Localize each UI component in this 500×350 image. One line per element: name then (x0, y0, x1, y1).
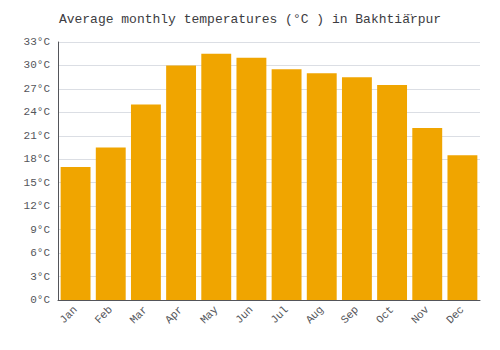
svg-text:Jul: Jul (268, 304, 290, 326)
svg-text:Average monthly temperatures (: Average monthly temperatures (°C ) in Ba… (59, 12, 441, 27)
svg-text:9°C: 9°C (30, 224, 50, 236)
svg-text:Sep: Sep (339, 304, 361, 326)
svg-text:Feb: Feb (93, 304, 115, 326)
svg-text:30°C: 30°C (24, 59, 51, 71)
svg-text:12°C: 12°C (24, 200, 51, 212)
svg-text:6°C: 6°C (30, 247, 50, 259)
svg-text:Mar: Mar (128, 304, 150, 326)
svg-text:Oct: Oct (374, 304, 396, 326)
svg-text:Aug: Aug (304, 304, 326, 326)
svg-text:Jun: Jun (233, 304, 255, 326)
svg-text:15°C: 15°C (24, 177, 51, 189)
svg-text:18°C: 18°C (24, 153, 51, 165)
svg-text:Nov: Nov (409, 303, 432, 326)
svg-text:Apr: Apr (163, 304, 185, 326)
svg-text:Jan: Jan (57, 304, 79, 326)
svg-text:3°C: 3°C (30, 271, 50, 283)
svg-text:24°C: 24°C (24, 106, 51, 118)
svg-text:0°C: 0°C (30, 294, 50, 306)
svg-text:27°C: 27°C (24, 83, 51, 95)
svg-text:Dec: Dec (444, 304, 466, 326)
svg-text:May: May (198, 303, 221, 326)
svg-text:21°C: 21°C (24, 130, 51, 142)
svg-text:33°C: 33°C (24, 36, 51, 48)
